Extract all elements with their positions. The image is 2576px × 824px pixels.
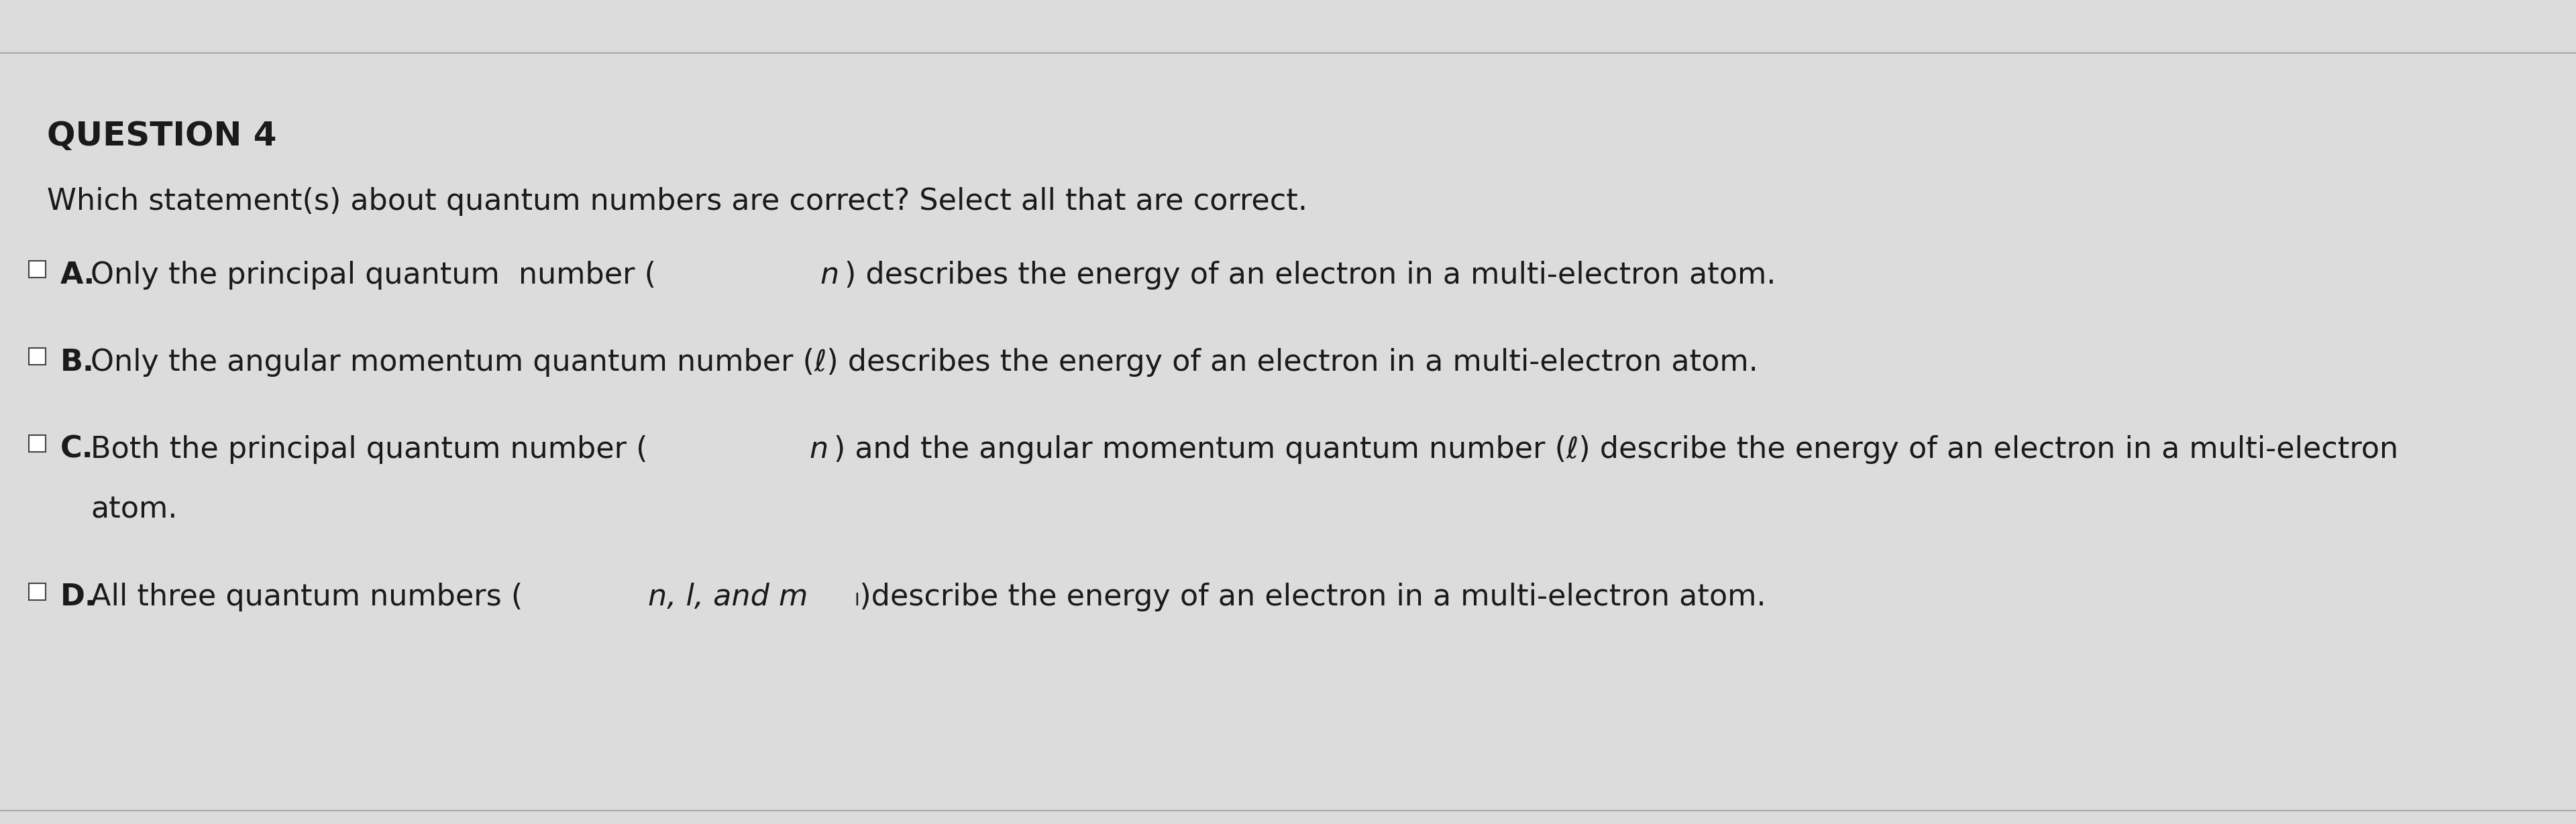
Text: ) describes the energy of an electron in a multi-electron atom.: ) describes the energy of an electron in… xyxy=(845,261,1775,290)
FancyBboxPatch shape xyxy=(28,435,46,452)
Text: Both the principal quantum number (: Both the principal quantum number ( xyxy=(90,435,647,464)
Text: D.: D. xyxy=(59,583,95,611)
Text: atom.: atom. xyxy=(90,495,178,524)
Text: All three quantum numbers (: All three quantum numbers ( xyxy=(90,583,523,611)
Text: Which statement(s) about quantum numbers are correct? Select all that are correc: Which statement(s) about quantum numbers… xyxy=(46,187,1309,216)
FancyBboxPatch shape xyxy=(28,261,46,278)
Text: QUESTION 4: QUESTION 4 xyxy=(46,120,276,152)
Text: n, l, and m: n, l, and m xyxy=(649,583,809,611)
Text: n: n xyxy=(809,435,829,464)
Text: Only the principal quantum  number (: Only the principal quantum number ( xyxy=(90,261,657,290)
Text: n: n xyxy=(819,261,840,290)
Text: Only the angular momentum quantum number (ℓ) describes the energy of an electron: Only the angular momentum quantum number… xyxy=(90,348,1757,377)
FancyBboxPatch shape xyxy=(28,583,46,600)
Text: ) and the angular momentum quantum number (ℓ) describe the energy of an electron: ) and the angular momentum quantum numbe… xyxy=(835,435,2398,464)
FancyBboxPatch shape xyxy=(28,349,46,365)
Text: A.: A. xyxy=(59,261,95,290)
Text: ₗ)describe the energy of an electron in a multi-electron atom.: ₗ)describe the energy of an electron in … xyxy=(855,583,1767,611)
Text: B.: B. xyxy=(59,348,95,377)
Text: C.: C. xyxy=(59,435,93,464)
